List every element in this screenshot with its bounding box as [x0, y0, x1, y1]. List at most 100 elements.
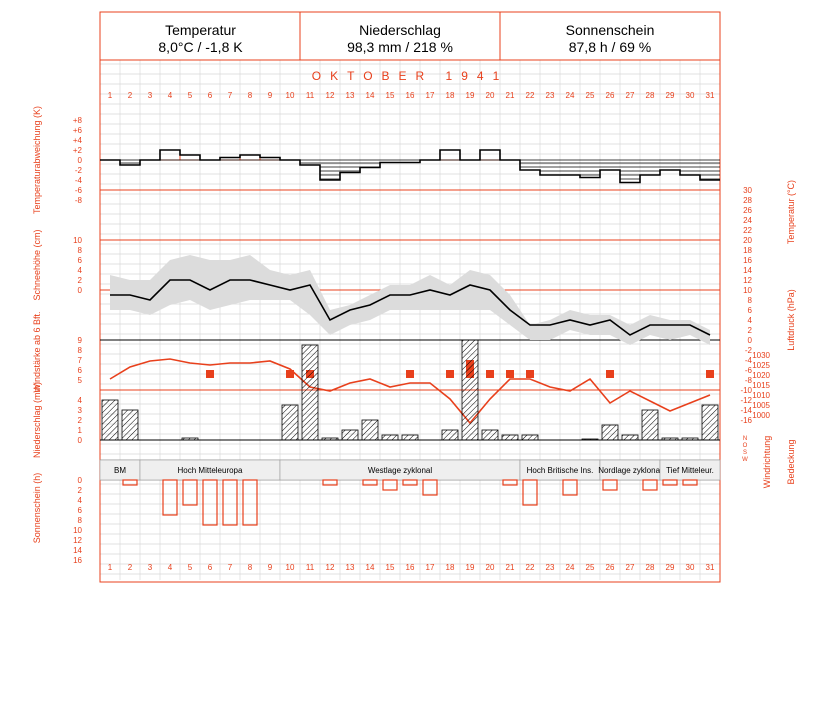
- day-label-bottom: 6: [208, 563, 213, 572]
- day-label-top: 3: [148, 91, 153, 100]
- precip-bar: [381, 434, 399, 441]
- pressure-line: [109, 358, 711, 425]
- pressure-tick: 1010: [752, 391, 770, 400]
- snow-tick: 10: [73, 236, 82, 245]
- precip-bar: [501, 434, 519, 441]
- day-label-bottom: 3: [148, 563, 153, 572]
- sunshine-bar: [202, 479, 218, 526]
- sunshine-tick: 10: [73, 526, 82, 535]
- sunshine-bar: [322, 479, 338, 486]
- day-label-bottom: 12: [326, 563, 335, 572]
- precip-bar: [461, 339, 479, 441]
- sunshine-bar: [662, 479, 678, 486]
- temperature-tick: 30: [743, 186, 752, 195]
- temperature-tick: -8: [745, 376, 753, 385]
- day-label-bottom: 11: [306, 563, 315, 572]
- wind-direction-axis-label: Windrichtung: [762, 436, 772, 489]
- wind-tick: 5: [78, 376, 83, 385]
- wind-marker: [606, 370, 614, 378]
- sunshine-bar: [182, 479, 198, 506]
- day-label-top: 30: [686, 91, 695, 100]
- precip-tick: 2: [78, 416, 83, 425]
- day-label-bottom: 14: [366, 563, 375, 572]
- day-label-top: 13: [346, 91, 355, 100]
- temperature-tick: 0: [748, 336, 753, 345]
- weather-type-label: Hoch Britische Ins.: [527, 466, 594, 475]
- precip-bar: [621, 434, 639, 441]
- day-label-top: 23: [546, 91, 555, 100]
- temp-deviation-tick: -4: [75, 176, 83, 185]
- sunshine-bar: [522, 479, 538, 506]
- wind-marker: [526, 370, 534, 378]
- sunshine-bar: [642, 479, 658, 491]
- sunshine-bar: [242, 479, 258, 526]
- snow-tick: 2: [78, 276, 83, 285]
- wind-tick: 7: [78, 356, 83, 365]
- temperature-tick: -12: [740, 396, 752, 405]
- pressure-tick: 1005: [752, 401, 770, 410]
- temp-deviation-tick: -2: [75, 166, 83, 175]
- temp-deviation-tick: +2: [73, 146, 83, 155]
- wind-marker: [706, 370, 714, 378]
- temperature-axis-label: Temperatur (°C): [786, 180, 796, 244]
- day-label-top: 25: [586, 91, 595, 100]
- outer-frame: [99, 11, 721, 583]
- temperature-tick: 14: [743, 266, 752, 275]
- day-label-bottom: 18: [446, 563, 455, 572]
- day-label-bottom: 30: [686, 563, 695, 572]
- day-label-bottom: 10: [286, 563, 295, 572]
- day-label-top: 9: [268, 91, 273, 100]
- temp-deviation-bar: [159, 149, 181, 161]
- sunshine-bar: [222, 479, 238, 526]
- precip-header: Niederschlag 98,3 mm / 218 %: [300, 12, 500, 60]
- temperature-header: Temperatur 8,0°C / -1,8 K: [101, 12, 300, 60]
- sunshine-tick: 16: [73, 556, 82, 565]
- sunshine-tick: 14: [73, 546, 82, 555]
- day-label-top: 21: [506, 91, 515, 100]
- sunshine-bar: [402, 479, 418, 486]
- sunshine-axis-label: Sonnenschein (h): [32, 473, 42, 544]
- day-label-top: 20: [486, 91, 495, 100]
- temp-deviation-tick: +8: [73, 116, 83, 125]
- precip-bar: [701, 404, 719, 441]
- day-label-top: 15: [386, 91, 395, 100]
- day-label-bottom: 1: [108, 563, 113, 572]
- weather-type-label: BM: [114, 466, 126, 475]
- day-label-top: 18: [446, 91, 455, 100]
- temperature-tick: 8: [748, 296, 753, 305]
- precip-value: 98,3 mm / 218 %: [347, 39, 453, 55]
- day-label-bottom: 17: [426, 563, 435, 572]
- sunshine-bar: [122, 479, 138, 486]
- temperature-tick: -4: [745, 356, 753, 365]
- temperature-tick: -14: [740, 406, 752, 415]
- temperature-tick: 10: [743, 286, 752, 295]
- day-label-top: 12: [326, 91, 335, 100]
- day-label-bottom: 31: [706, 563, 715, 572]
- sunshine-bar: [682, 479, 698, 486]
- sunshine-tick: 0: [78, 476, 83, 485]
- month-title: OKTOBER 1941: [312, 69, 509, 83]
- temperature-tick: 6: [748, 306, 753, 315]
- cloud-cover-axis-label: Bedeckung: [786, 439, 796, 484]
- temperature-tick: 12: [743, 276, 752, 285]
- day-label-bottom: 13: [346, 563, 355, 572]
- day-label-bottom: 26: [606, 563, 615, 572]
- temp-deviation-tick: -8: [75, 196, 83, 205]
- precip-bar: [641, 409, 659, 441]
- day-label-top: 16: [406, 91, 415, 100]
- day-label-bottom: 22: [526, 563, 535, 572]
- day-label-top: 6: [208, 91, 213, 100]
- temp-deviation-bar: [479, 149, 501, 161]
- day-label-bottom: 4: [168, 563, 173, 572]
- day-label-top: 26: [606, 91, 615, 100]
- day-label-bottom: 20: [486, 563, 495, 572]
- temp-deviation-line: [100, 149, 720, 184]
- temperature-tick: 16: [743, 256, 752, 265]
- snow-tick: 0: [78, 286, 83, 295]
- precip-bar: [281, 404, 299, 441]
- temperature-tick: 4: [748, 316, 753, 325]
- sunshine-tick: 12: [73, 536, 82, 545]
- wind-marker: [206, 370, 214, 378]
- day-label-bottom: 24: [566, 563, 575, 572]
